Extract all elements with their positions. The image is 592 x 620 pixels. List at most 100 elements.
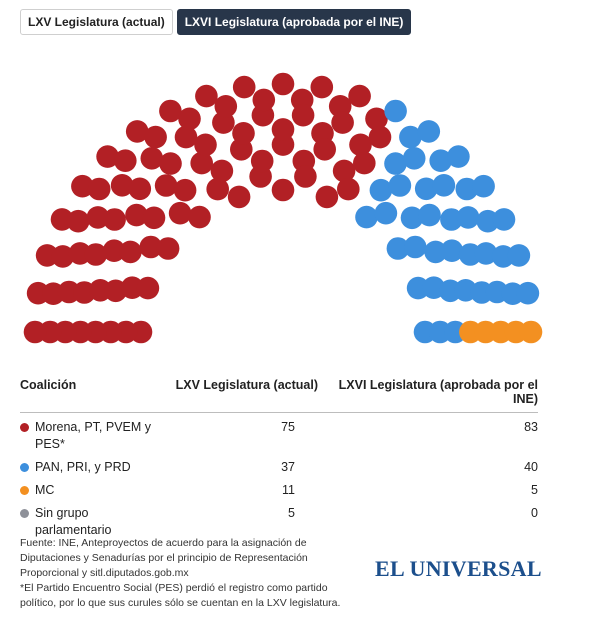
seat-dot (71, 174, 94, 198)
legend-dot-morena (20, 423, 29, 432)
legislature-tabs: LXV Legislatura (actual) LXVI Legislatur… (20, 9, 412, 35)
table-row: MC 11 5 (20, 482, 538, 499)
seat-dot (51, 245, 75, 268)
seat-dot (159, 152, 182, 175)
seat-dot (23, 320, 47, 344)
legend-dot-mc (20, 486, 29, 495)
table-row: Sin grupo parlamentario 5 0 (20, 505, 538, 539)
seat-dot (384, 99, 407, 123)
seat-dot (313, 138, 337, 161)
seat-dot (210, 159, 234, 183)
seat-dot (190, 151, 213, 175)
seat-dot (214, 95, 238, 118)
seat-dot (492, 208, 516, 231)
seat-dot (516, 281, 540, 305)
row-lxv-value: 11 (282, 483, 295, 497)
seat-dot (125, 120, 149, 143)
seat-dot (119, 240, 142, 264)
seat-dot (168, 201, 192, 225)
footnote: Fuente: INE, Anteproyectos de acuerdo pa… (20, 536, 350, 611)
seat-dot (250, 149, 274, 173)
seat-dot (369, 178, 393, 202)
seat-dot (474, 242, 498, 265)
seat-dot (353, 151, 376, 175)
seat-dot (174, 125, 198, 149)
seat-dot (432, 174, 456, 197)
seat-dot (96, 145, 119, 168)
seat-dot (386, 237, 410, 260)
seat-dot (455, 177, 479, 201)
seat-dot (159, 99, 182, 123)
seat-dot (232, 122, 255, 145)
seat-dot (102, 239, 126, 262)
seat-dot (507, 244, 531, 267)
seat-dot (418, 203, 441, 227)
seat-dot (355, 205, 378, 229)
seat-dot (188, 205, 211, 229)
seat-dot (125, 203, 148, 227)
row-lxvi-value: 5 (531, 483, 538, 497)
seat-dot (232, 75, 256, 99)
row-label: Morena, PT, PVEM y PES* (35, 420, 152, 451)
tab-lxvi[interactable]: LXVI Legislatura (aprobada por el INE) (176, 9, 412, 35)
seat-dot (140, 147, 164, 170)
header-lxv: LXV Legislatura (actual) (175, 378, 318, 392)
header-lxvi: LXVI Legislatura (aprobada por el INE) (338, 378, 538, 406)
seat-dot (414, 177, 438, 201)
seat-dot (227, 185, 251, 209)
row-label: MC (35, 483, 55, 497)
seat-dot (399, 125, 422, 149)
seat-dot (271, 72, 295, 96)
table-row: PAN, PRI, y PRD 37 40 (20, 459, 538, 476)
seat-dot (154, 174, 178, 197)
seat-dot (114, 149, 137, 172)
seat-dot (195, 84, 218, 108)
source-note: Fuente: INE, Anteproyectos de acuerdo pa… (20, 537, 308, 579)
seat-dot (86, 206, 110, 229)
seat-dot (400, 206, 424, 230)
row-lxv-value: 5 (288, 506, 295, 520)
seat-dot (402, 147, 426, 170)
seat-dot (374, 201, 398, 225)
seat-dot (87, 177, 111, 201)
seat-dot (365, 107, 388, 131)
seat-dot (384, 152, 407, 175)
header-coalition: Coalición (20, 378, 77, 392)
seat-dot (447, 145, 470, 168)
seat-dot (291, 103, 315, 127)
seat-dot (194, 133, 217, 157)
el-universal-logo: EL UNIVERSAL (375, 556, 542, 581)
seat-dot (348, 84, 371, 108)
seat-dot (406, 276, 430, 300)
seat-dot (103, 208, 126, 231)
seat-dot (388, 174, 412, 197)
row-lxvi-value: 83 (524, 420, 538, 434)
seat-dot (403, 235, 427, 259)
seat-dot (310, 75, 334, 99)
seat-dot (173, 178, 197, 202)
pes-note: *El Partido Encuentro Social (PES) perdi… (20, 582, 341, 609)
tab-lxv[interactable]: LXV Legislatura (actual) (20, 9, 173, 35)
seats-table: Coalición LXV Legislatura (actual) LXVI … (20, 378, 538, 539)
row-label: PAN, PRI, y PRD (35, 460, 131, 474)
seat-dot (110, 174, 134, 197)
seat-dot (128, 177, 152, 201)
legend-dot-sin-grupo (20, 509, 29, 518)
table-header: Coalición LXV Legislatura (actual) LXVI … (20, 378, 538, 413)
seat-dot (440, 208, 463, 231)
seat-dot (472, 174, 495, 198)
seat-dot (144, 125, 167, 149)
seat-dot (294, 165, 317, 188)
seat-dot (252, 88, 276, 112)
row-lxv-value: 75 (281, 420, 295, 434)
seat-dot (519, 320, 543, 344)
row-lxvi-value: 40 (524, 460, 538, 474)
seat-dot (417, 120, 441, 143)
seat-dot (178, 107, 201, 131)
seat-dot (424, 240, 447, 264)
seat-dot (142, 206, 166, 230)
seat-dot (331, 111, 354, 134)
row-lxvi-value: 0 (531, 506, 538, 520)
seat-dot (156, 237, 180, 260)
seat-dot (429, 149, 453, 172)
